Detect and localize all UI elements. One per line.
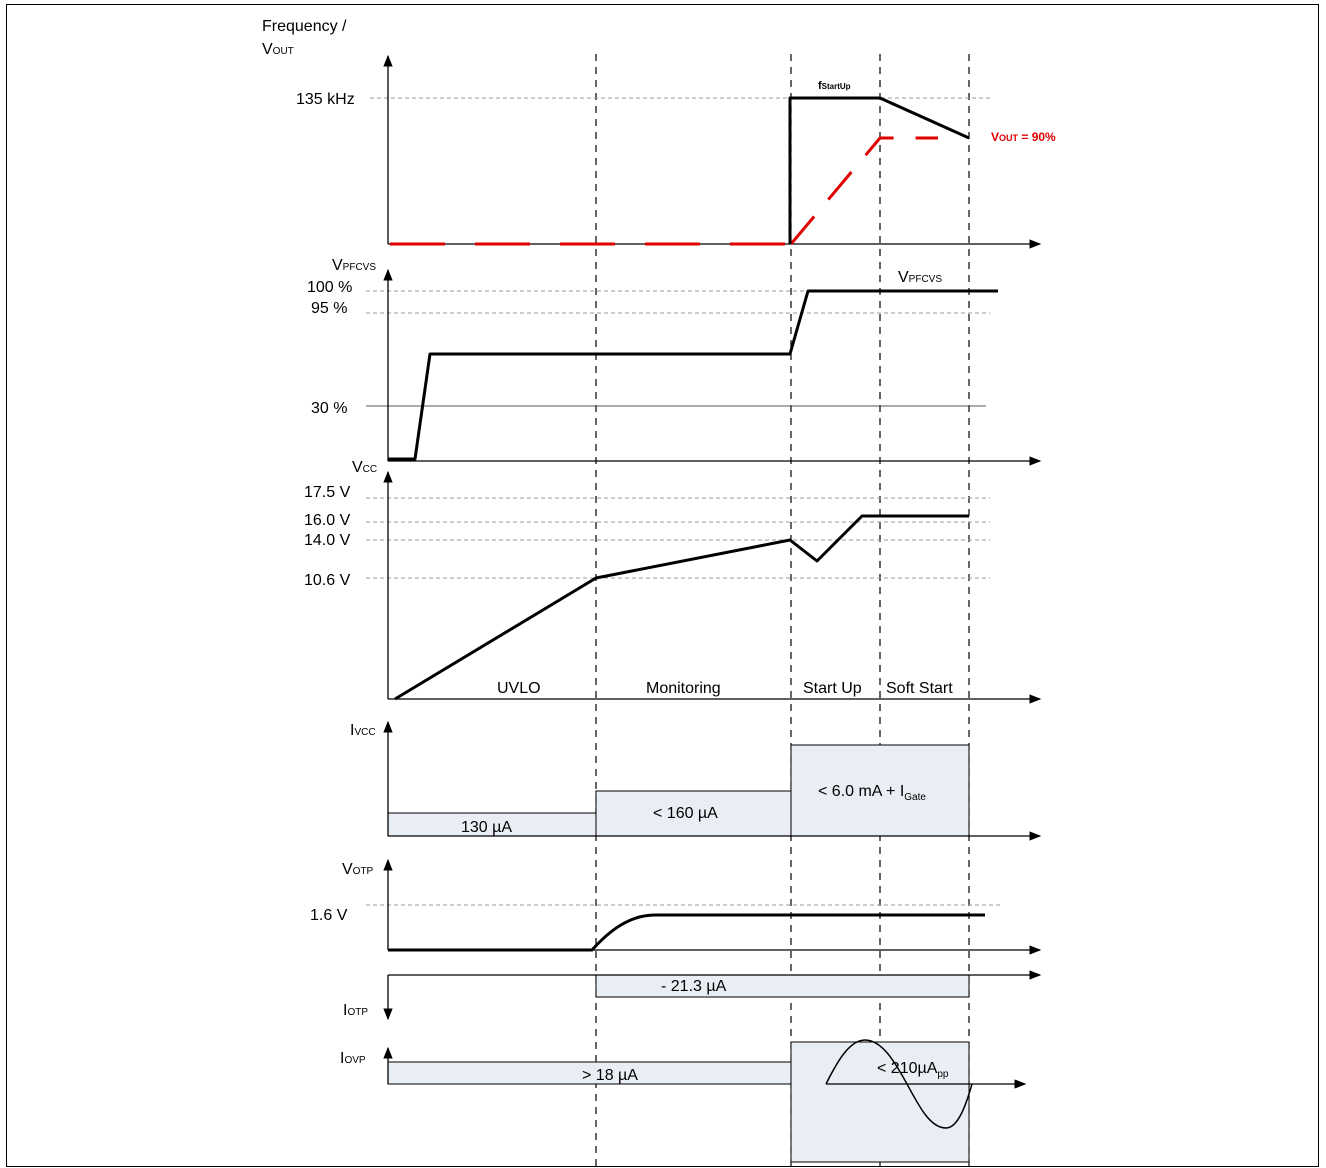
fstartup-label: fStartUp (818, 80, 851, 92)
iovp-box-210ua (790, 1041, 970, 1163)
vcc-trace (394, 514, 969, 701)
iovp-value-210ua: < 210µApp (877, 1060, 949, 1080)
vout-axis-label: VOUT (262, 41, 294, 58)
vpfcvs-curve-label: VPFCVS (898, 269, 942, 286)
iotp-value-213ua: - 21.3 µA (661, 978, 727, 995)
tick-135khz: 135 kHz (296, 91, 355, 108)
tick-17v5: 17.5 V (304, 484, 351, 501)
tick-14v0: 14.0 V (304, 532, 351, 549)
vpfcvs-panel: VPFCVS 100 % 95 % 30 % VPFCVS (307, 257, 1042, 466)
votp-trace (388, 913, 985, 952)
frequency-panel: Frequency / VOUT 135 kHz fStartUp VOUT =… (262, 18, 1056, 249)
ivcc-axis-label: IVCC (350, 722, 376, 739)
page-border (6, 4, 1319, 1167)
votp-axis-label: VOTP (342, 861, 374, 878)
vpfcvs-axis-label: VPFCVS (332, 257, 376, 274)
vcc-axis-label: VCC (352, 459, 377, 476)
iotp-panel: IOTP - 21.3 µA (343, 970, 1042, 1021)
tick-1v6: 1.6 V (310, 907, 348, 924)
vpfcvs-trace (388, 289, 998, 461)
frequency-axis-label: Frequency / (262, 18, 347, 35)
votp-panel: VOTP 1.6 V (310, 858, 1042, 955)
tick-10v6: 10.6 V (304, 572, 351, 589)
ivcc-box-startup (790, 744, 970, 837)
frequency-trace (788, 96, 970, 244)
tick-16v0: 16.0 V (304, 512, 351, 529)
ivcc-panel: IVCC 130 µA < 160 µA < 6.0 mA + IGate (350, 720, 1042, 841)
iovp-axis-label: IOVP (340, 1050, 366, 1067)
iovp-value-18ua: > 18 µA (582, 1067, 638, 1084)
ivcc-value-6ma: < 6.0 mA + IGate (818, 783, 926, 803)
tick-95pct: 95 % (311, 300, 347, 317)
phase-separators (595, 54, 970, 1166)
ivcc-box-monitoring (595, 790, 792, 837)
iovp-sine-wave (825, 1039, 973, 1129)
vout-trace-ramp (789, 136, 938, 245)
iotp-axis-label: IOTP (343, 1002, 368, 1019)
tick-100pct: 100 % (307, 279, 352, 296)
phase-label-monitoring: Monitoring (646, 680, 721, 697)
vout-90-annotation: VOUT = 90% (991, 130, 1056, 144)
phase-label-uvlo: UVLO (497, 680, 541, 697)
vcc-panel: VCC 17.5 V 16.0 V 14.0 V 10.6 V UVLO Mon… (304, 459, 1042, 704)
ivcc-value-130ua: 130 µA (461, 819, 512, 836)
phase-label-startup: Start Up (803, 680, 862, 697)
iotp-box (595, 974, 970, 998)
ivcc-value-160ua: < 160 µA (653, 805, 718, 822)
iovp-panel: IOVP > 18 µA < 210µApp (340, 1039, 1027, 1163)
phase-label-softstart: Soft Start (886, 680, 953, 697)
tick-30pct: 30 % (311, 400, 347, 417)
